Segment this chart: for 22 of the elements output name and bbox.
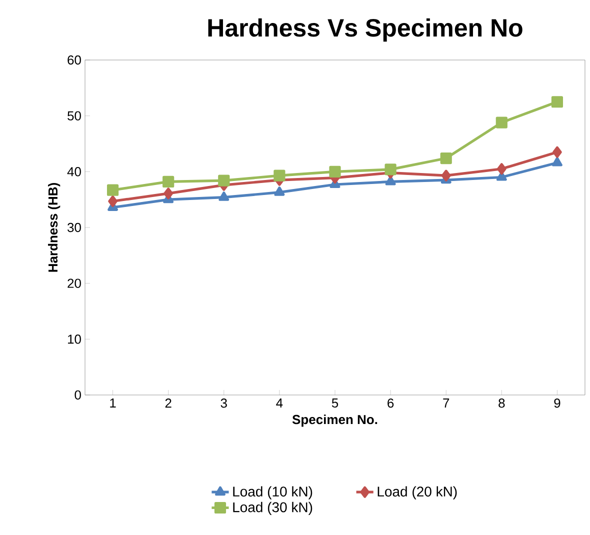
x-tick-label: 9 <box>554 398 560 408</box>
y-tick-label: 60 <box>68 55 81 65</box>
x-axis-title: Specimen No. <box>292 414 378 427</box>
x-tick-label: 8 <box>498 398 505 408</box>
y-tick-label: 20 <box>68 278 81 288</box>
y-tick-label: 10 <box>68 334 81 344</box>
y-tick-label: 40 <box>67 167 81 176</box>
legend-label: Load (20 kN) <box>378 486 457 500</box>
y-tick-label: 50 <box>68 111 81 120</box>
x-tick-label: 4 <box>276 398 283 408</box>
legend-label: Load (10 kN) <box>233 486 312 500</box>
x-tick-label: 5 <box>332 398 338 408</box>
x-tick-label: 7 <box>443 398 450 408</box>
legend-label: Load (30 kN) <box>233 502 312 515</box>
y-tick-label: 0 <box>74 390 81 400</box>
x-tick-label: 2 <box>165 398 172 408</box>
y-axis-title: Hardness (HB) <box>48 183 60 272</box>
x-tick-label: 3 <box>220 398 227 408</box>
x-tick-label: 6 <box>388 398 394 408</box>
y-tick-label: 30 <box>68 222 81 232</box>
chart-title: Hardness Vs Specimen No <box>208 18 522 42</box>
x-tick-label: 1 <box>110 398 116 408</box>
